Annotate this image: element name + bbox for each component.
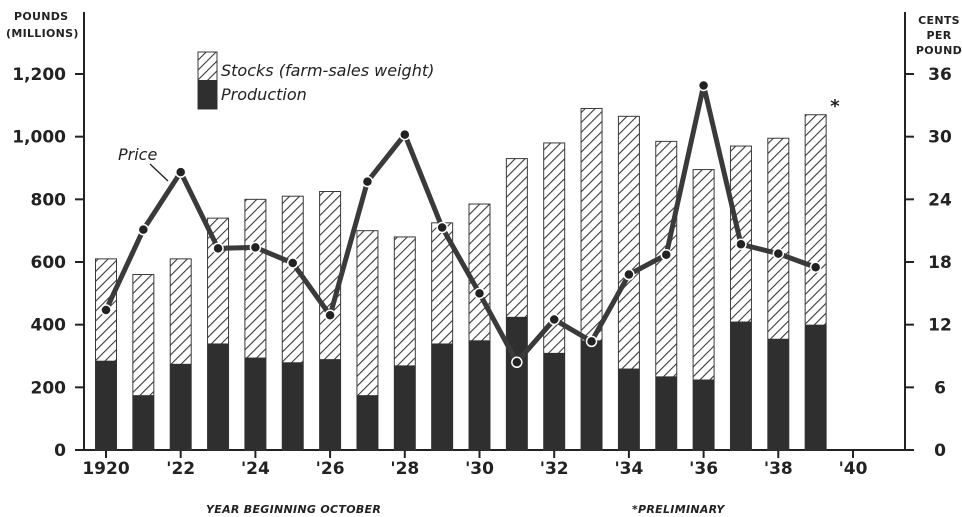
footnote: *PRELIMINARY (632, 503, 725, 516)
price-point (399, 128, 411, 141)
x-axis-ticks: 1920 '22 '24 '26 '28 '30 '32 '34 '36 '38 '40 (82, 450, 868, 479)
right-tick-label: 0 (934, 441, 946, 461)
x-tick-label: '32 (540, 459, 569, 479)
production-bar (282, 362, 304, 450)
legend-stocks-label: Stocks (farm-sales weight) (221, 61, 434, 80)
production-bar (431, 343, 453, 450)
production-bar (95, 360, 117, 450)
left-tick-label: 800 (31, 190, 67, 210)
production-bar (170, 363, 192, 450)
price-point (436, 221, 448, 234)
right-tick-label: 6 (934, 378, 946, 398)
production-bar (655, 376, 677, 450)
preliminary-marker: * (830, 96, 840, 117)
left-tick-label: 200 (31, 378, 67, 398)
left-tick-label: 400 (31, 316, 67, 336)
price-point (697, 79, 710, 92)
legend-production-swatch (198, 80, 217, 109)
production-bar (618, 368, 640, 450)
left-axis-title-line-2: (MILLIONS) (6, 27, 79, 40)
price-point (735, 238, 747, 250)
production-bar (244, 357, 266, 450)
x-tick-label: '22 (166, 459, 195, 479)
right-tick-label: 24 (928, 190, 952, 210)
price-line (103, 82, 817, 365)
price-point (548, 313, 560, 326)
x-tick-label: 1920 (82, 459, 129, 479)
production-bar (730, 321, 752, 450)
price-point (585, 335, 598, 348)
left-tick-label: 0 (54, 441, 66, 461)
price-point (772, 247, 785, 260)
right-axis-title-line-1: CENTS (918, 14, 960, 27)
right-axis-ticks: 0 6 12 18 24 30 36 (905, 65, 952, 461)
x-tick-label: '28 (390, 459, 419, 479)
production-bar (506, 316, 528, 450)
production-bar (469, 340, 490, 450)
production-bar (581, 340, 603, 450)
production-bar (356, 395, 378, 450)
price-annotation: Price (118, 145, 157, 164)
production-bar (693, 379, 715, 450)
x-axis-label: YEAR BEGINNING OCTOBER (206, 503, 381, 516)
price-point (623, 268, 635, 281)
left-axis-ticks: 0 200 400 600 800 1,000 1,200 (12, 65, 84, 461)
price-point (473, 287, 486, 300)
right-tick-label: 18 (928, 253, 952, 273)
x-tick-label: '38 (764, 459, 793, 479)
price-point (324, 309, 336, 322)
price-point (100, 304, 112, 316)
price-point (511, 356, 523, 369)
x-tick-label: '36 (689, 459, 718, 479)
price-point (212, 242, 224, 255)
x-tick-label: '34 (614, 459, 643, 479)
right-tick-label: 36 (928, 65, 952, 85)
price-line-group (100, 79, 822, 369)
production-bar (767, 338, 789, 450)
left-tick-label: 600 (31, 253, 67, 273)
price-annotation-arrow (149, 163, 169, 182)
x-tick-label: '40 (839, 459, 868, 479)
x-tick-label: '24 (241, 459, 270, 479)
price-point (809, 261, 822, 273)
price-point (137, 223, 150, 236)
price-point (287, 257, 299, 269)
x-tick-label: '30 (465, 459, 494, 479)
price-point (174, 166, 187, 178)
production-bar (543, 352, 565, 450)
bars-group (95, 107, 827, 451)
price-point (361, 175, 374, 188)
price-point (660, 248, 672, 261)
x-tick-label: '26 (316, 459, 345, 479)
price-point (249, 241, 262, 254)
left-tick-label: 1,000 (12, 128, 66, 148)
left-axis-title-line-1: POUNDS (14, 10, 68, 23)
right-tick-label: 12 (928, 316, 952, 336)
production-bar (805, 324, 827, 450)
production-bar (394, 365, 416, 450)
right-axis-title-line-3: POUND (916, 44, 962, 57)
production-bar (207, 343, 229, 450)
production-bar (319, 359, 341, 450)
left-tick-label: 1,200 (12, 65, 66, 85)
production-bar (132, 395, 154, 450)
right-axis-title-line-2: PER (927, 29, 952, 42)
right-tick-label: 30 (928, 128, 952, 148)
legend-production-label: Production (221, 85, 307, 104)
